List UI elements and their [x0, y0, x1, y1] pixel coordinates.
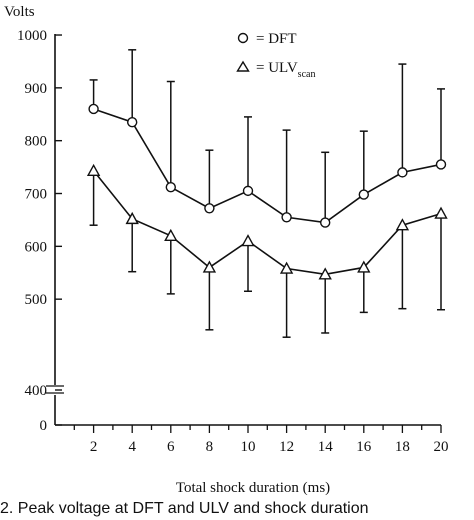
legend-ulv-subscript: scan: [298, 69, 316, 80]
y-tick-label: 900: [25, 81, 48, 97]
ulv-point: [434, 206, 448, 219]
dft-point: [88, 103, 99, 115]
dft-point: [397, 167, 408, 178]
series-lines: [92, 108, 442, 276]
y-tick-label: 400: [25, 383, 48, 399]
dft-point: [320, 217, 331, 228]
legend-circle-icon: [237, 32, 249, 44]
legend-dft-label: = DFT: [256, 31, 297, 47]
x-tick-label: 2: [90, 439, 98, 455]
x-axis-label: Total shock duration (ms): [176, 480, 330, 496]
y-tick-label: 600: [25, 239, 48, 255]
ulv-point: [86, 163, 101, 176]
dft-point: [281, 212, 292, 223]
x-tick-label: 16: [356, 439, 372, 455]
y-tick-label: 1000: [17, 28, 47, 44]
dft-point: [126, 116, 138, 128]
x-tick-label: 4: [128, 439, 136, 455]
y-tick-label: 800: [25, 134, 48, 150]
x-tick-label: 14: [318, 439, 334, 455]
ulv-series-line: [92, 170, 442, 276]
ulv-point: [164, 228, 178, 241]
ulv-point: [241, 234, 255, 247]
x-tick-label: 20: [434, 439, 449, 455]
legend: = DFT = ULVscan: [236, 31, 315, 80]
x-tick-label: 8: [206, 439, 214, 455]
ulv-point: [202, 260, 217, 273]
y-tick-label: 0: [40, 418, 48, 434]
legend-ulv-label: = ULVscan: [256, 60, 315, 80]
dft-point: [165, 181, 177, 193]
error-bars: [89, 49, 445, 338]
dft-point: [204, 203, 215, 214]
dft-point: [435, 159, 447, 170]
ulv-point: [279, 261, 294, 274]
y-tick-label: 700: [25, 187, 48, 203]
figure-caption: 2. Peak voltage at DFT and ULV and shock…: [0, 500, 369, 517]
y-tick-label: 500: [25, 292, 48, 308]
x-tick-label: 6: [167, 439, 175, 455]
ulv-point: [357, 260, 371, 273]
dft-series-line: [93, 108, 442, 224]
ulv-point: [125, 211, 139, 225]
series-markers: [86, 103, 448, 280]
dft-point: [242, 185, 254, 197]
legend-triangle-icon: [236, 60, 250, 72]
dft-point: [358, 189, 369, 200]
y-axis-label: Volts: [4, 4, 35, 20]
x-tick-label: 12: [279, 439, 294, 455]
x-tick-label: 10: [241, 439, 256, 455]
axes: 0 400 500 600 700 800 900 1000 2 4 6 8 10 12 14 16 18 20: [17, 28, 449, 455]
ulv-point: [395, 218, 410, 231]
x-tick-label: 18: [395, 439, 410, 455]
ulv-point: [318, 267, 332, 280]
